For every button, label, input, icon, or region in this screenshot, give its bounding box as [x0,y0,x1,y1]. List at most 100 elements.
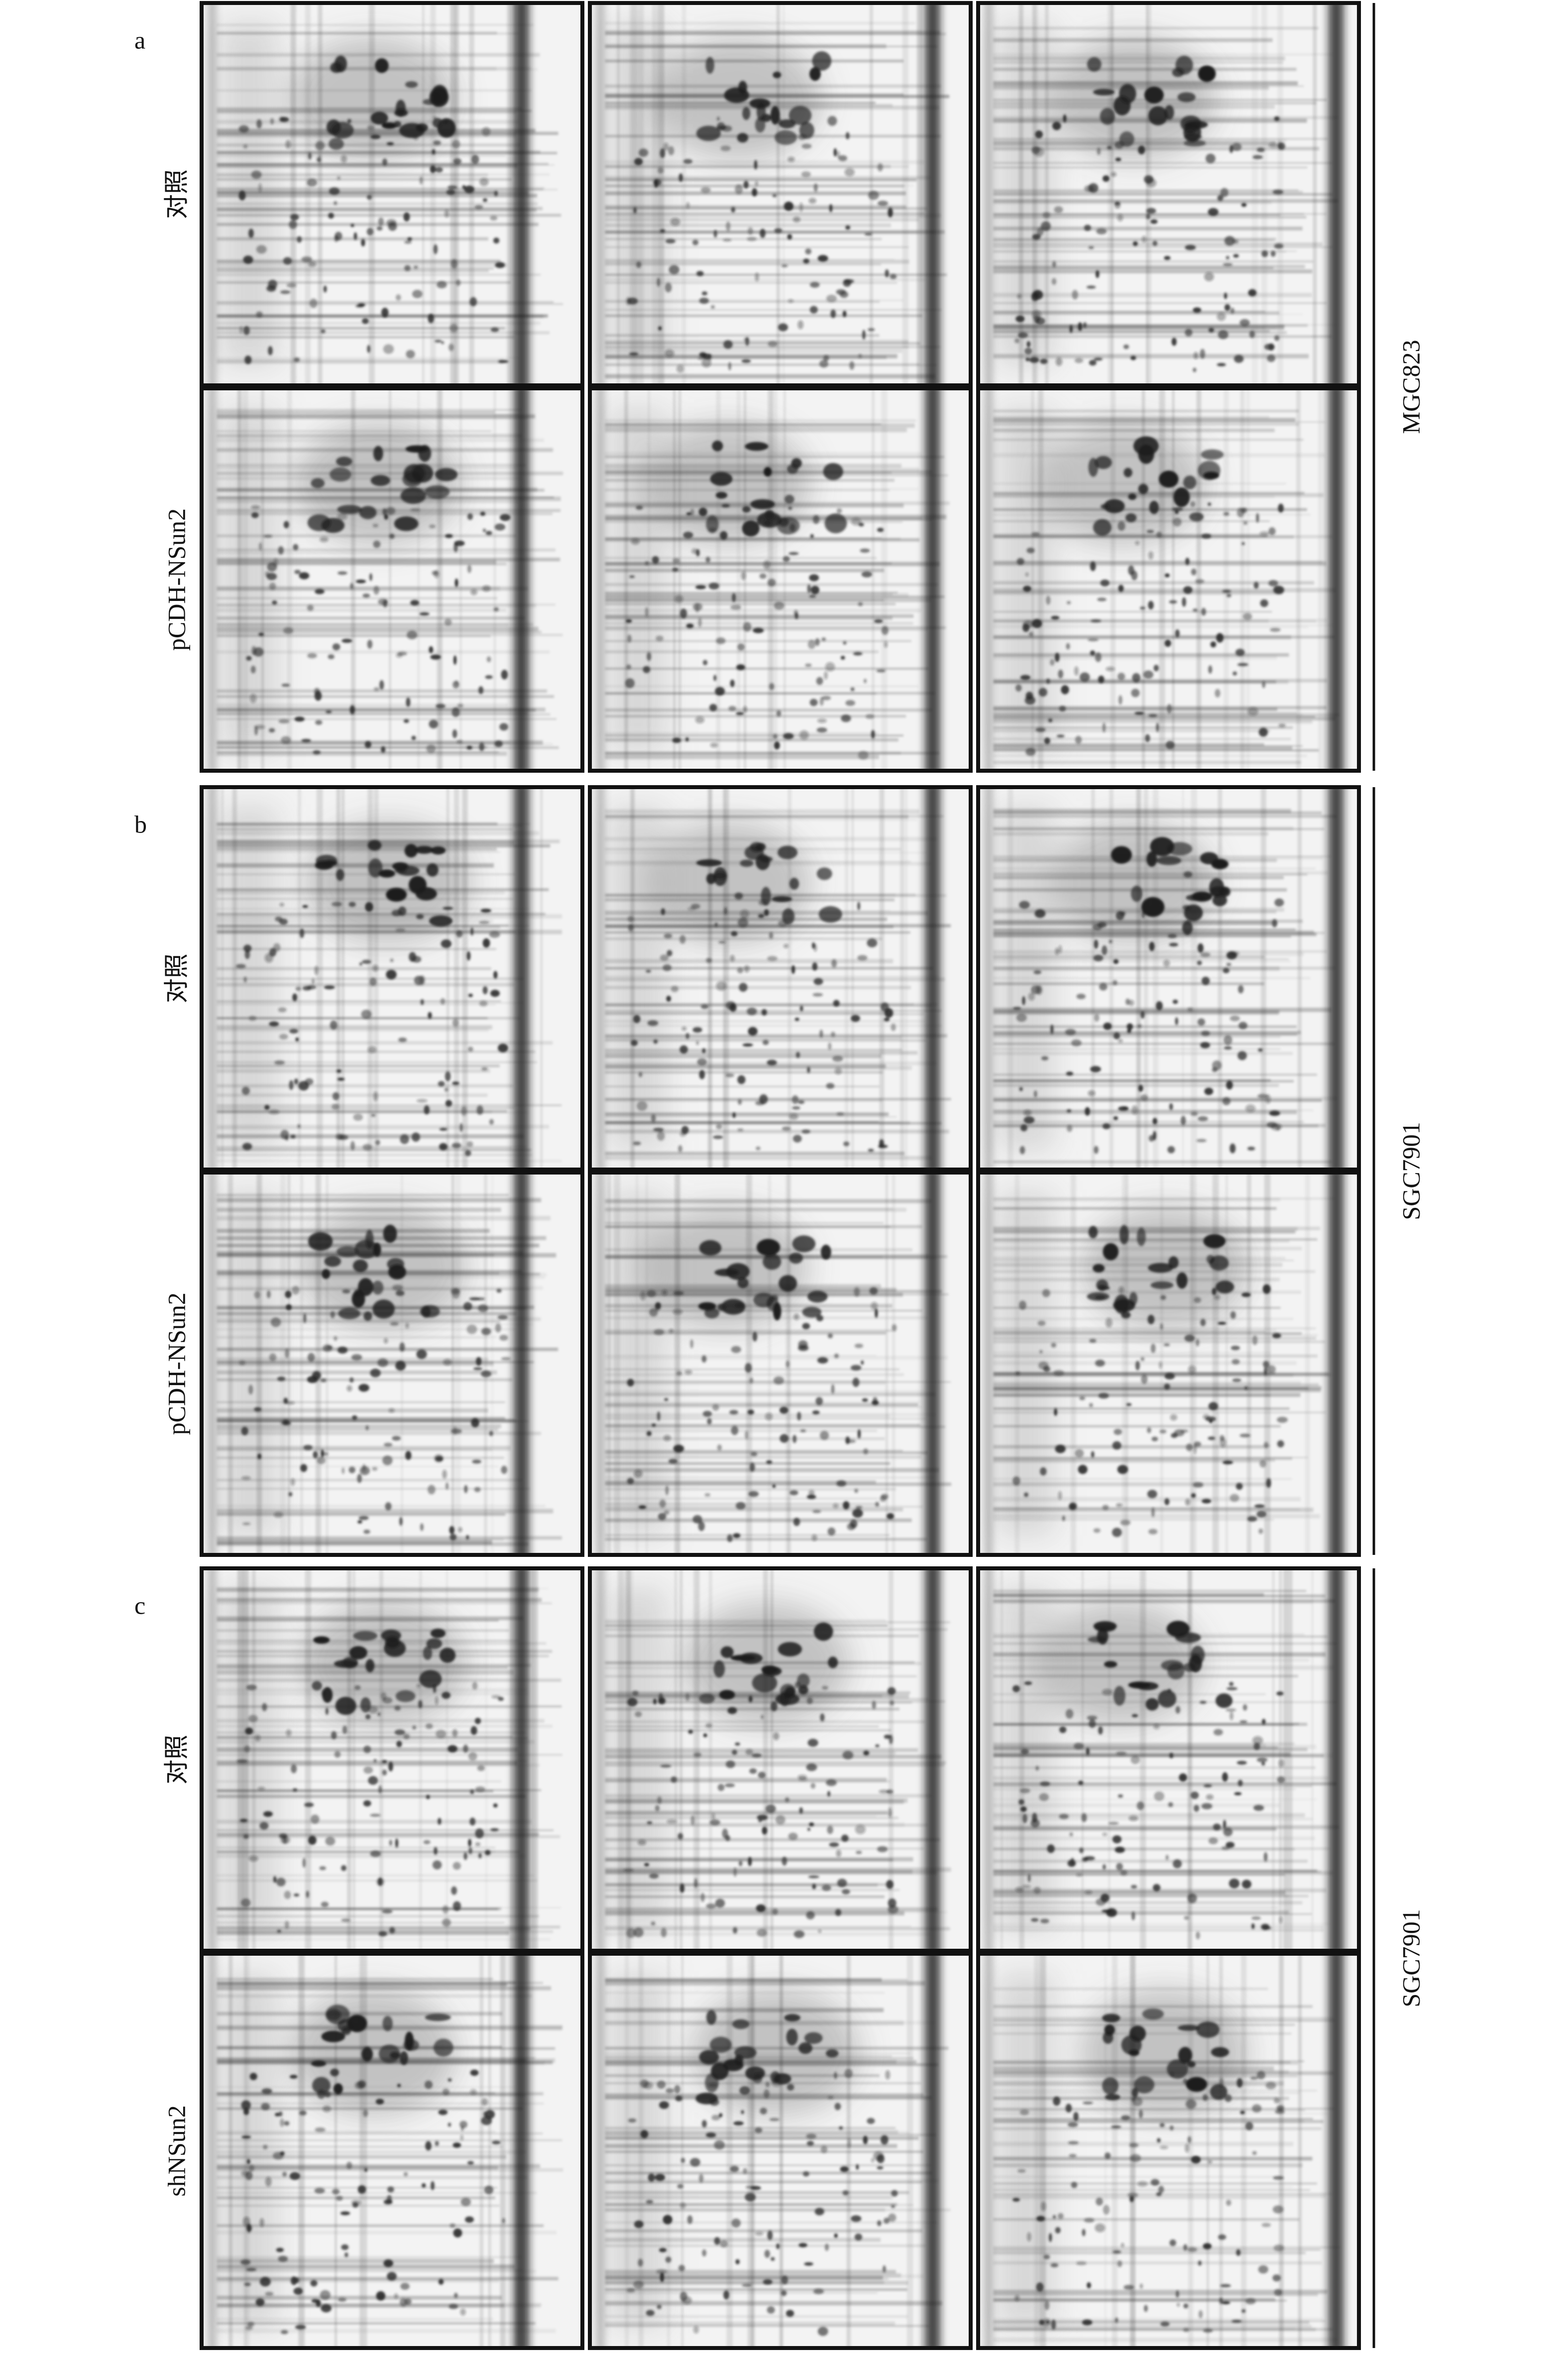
minor-spot [1131,689,1140,698]
minor-spot [454,579,458,588]
minor-spot [659,2247,667,2252]
minor-spot [332,643,340,651]
minor-spot [1272,2205,1284,2214]
minor-spot [470,1789,474,1795]
minor-spot [686,202,690,209]
minor-spot [362,959,371,964]
minor-spot [436,1730,447,1739]
minor-spot [731,1346,741,1353]
minor-spot [772,194,777,198]
minor-spot [481,1370,492,1378]
minor-spot [789,1113,798,1120]
minor-spot [1012,1685,1020,1692]
minor-spot [771,2257,775,2261]
minor-spot [839,2126,843,2130]
minor-spot [430,654,441,660]
minor-spot [683,159,693,164]
minor-spot [1263,1361,1269,1368]
minor-spot [1150,2179,1160,2186]
minor-spot [283,521,289,529]
minor-spot [1078,1465,1088,1474]
minor-spot [1201,1803,1213,1809]
minor-spot [428,1012,432,1019]
minor-spot [1151,1436,1158,1441]
minor-spot [753,627,764,633]
minor-spot [381,746,386,753]
minor-spot [396,1741,402,1748]
minor-spot [407,237,412,241]
minor-spot [448,2078,452,2082]
minor-spot [1043,2254,1050,2259]
minor-spot [755,181,758,186]
minor-spot [876,669,886,673]
minor-spot [364,2168,368,2172]
minor-spot [1224,1035,1232,1045]
major-spot [763,520,772,527]
minor-spot [498,359,509,363]
major-spot [1138,483,1148,494]
minor-spot [479,742,485,751]
minor-spot [1094,1146,1099,1154]
minor-spot [1050,659,1055,666]
minor-spot [701,1355,707,1363]
minor-spot [346,2161,352,2169]
minor-spot [706,1903,716,1909]
minor-spot [1212,1288,1217,1296]
minor-spot [383,1338,388,1344]
minor-spot [672,558,680,564]
minor-spot [1040,1467,1047,1476]
minor-spot [324,985,335,989]
minor-spot [812,962,818,971]
minor-spot [1150,219,1158,224]
minor-spot [404,240,412,244]
minor-spot [1051,615,1060,620]
streak-layer [605,3,950,385]
minor-spot [1112,1441,1121,1450]
minor-spot [765,1804,776,1813]
minor-spot [466,1141,473,1147]
major-spot [742,506,751,513]
minor-spot [830,309,836,318]
minor-spot [1090,1065,1101,1072]
minor-spot [501,1465,508,1474]
minor-spot [1264,1441,1269,1449]
minor-spot [1200,1318,1206,1326]
minor-spot [1270,250,1276,257]
minor-spot [1159,2145,1168,2149]
major-spot [1104,1661,1118,1668]
minor-spot [1120,1870,1127,1876]
minor-spot [467,565,472,573]
minor-spot [484,2110,495,2119]
minor-spot [1185,329,1193,337]
minor-spot [1118,1286,1124,1294]
minor-spot [885,269,889,278]
minor-spot [340,155,347,163]
minor-spot [827,2096,834,2100]
minor-spot [336,1134,344,1140]
minor-spot [465,2216,474,2223]
minor-spot [247,2322,254,2327]
minor-spot [776,2243,780,2249]
minor-spot [660,954,669,961]
minor-spot [416,1683,421,1688]
major-spot [789,877,799,890]
minor-spot [1134,711,1144,715]
major-spot [1184,133,1202,140]
minor-spot [1091,1451,1095,1458]
spot-layer [1014,55,1285,372]
minor-spot [1065,1709,1074,1719]
major-spot [1145,1698,1159,1711]
minor-spot [669,265,679,275]
minor-spot [806,1697,813,1704]
minor-spot [797,1345,809,1351]
major-spot [367,840,382,851]
minor-spot [426,1794,430,1799]
minor-spot [489,931,500,938]
minor-spot [787,156,795,162]
minor-spot [887,1687,896,1695]
minor-spot [413,135,419,140]
minor-spot [337,1346,348,1354]
minor-spot [286,1304,292,1310]
minor-spot [834,2103,841,2111]
minor-spot [849,361,855,370]
